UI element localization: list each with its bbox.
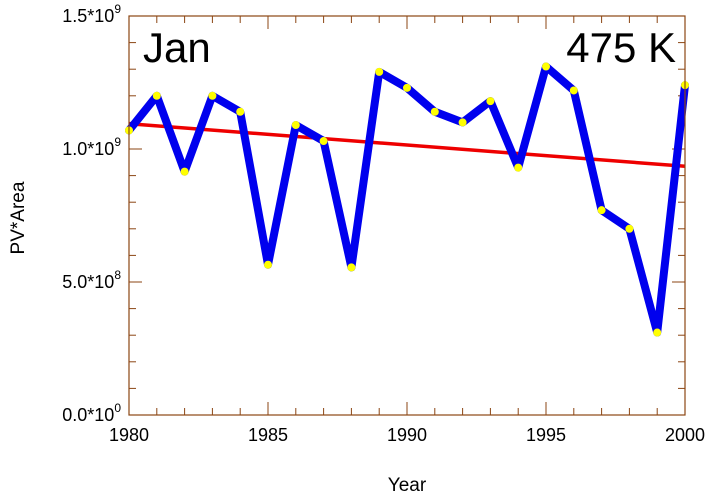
data-point	[375, 67, 384, 76]
frame-layer	[128, 15, 686, 416]
markers-layer	[125, 62, 689, 337]
labels-layer: Jan 475 K Year PV*Area	[8, 24, 676, 496]
data-point	[180, 167, 189, 176]
plot-frame	[128, 15, 686, 416]
trend-line	[128, 121, 686, 169]
x-tick-label: 1985	[248, 425, 288, 445]
y-tick-label: 1.0*109	[62, 135, 121, 159]
y-tick-label: 5.0*108	[62, 268, 121, 292]
data-point	[458, 118, 467, 127]
data-point	[597, 206, 606, 215]
data-point	[486, 97, 495, 106]
ticks-layer: 1980 1985 1990 1995 2000 0.0*100 5.0*108 1.0*10…	[62, 2, 705, 445]
data-point	[569, 86, 578, 95]
trend-layer	[128, 121, 686, 169]
data-point	[347, 263, 356, 272]
series-line	[125, 62, 689, 337]
x-tick-label: 2000	[665, 425, 705, 445]
level-label: 475 K	[566, 24, 676, 71]
x-tick-label: 1995	[526, 425, 566, 445]
y-tick-label: 1.5*109	[62, 2, 121, 26]
data-point	[236, 107, 245, 116]
data-point	[291, 121, 300, 130]
x-axis-label: Year	[388, 475, 427, 496]
series-layer	[125, 62, 689, 337]
data-point	[514, 163, 523, 172]
y-tick-label: 0.0*100	[62, 401, 121, 425]
data-point	[264, 260, 272, 269]
data-point	[430, 107, 439, 116]
data-point	[208, 91, 217, 100]
x-tick-label: 1980	[109, 425, 149, 445]
month-label: Jan	[143, 24, 211, 71]
data-point	[653, 328, 662, 337]
data-point	[319, 137, 328, 146]
data-point	[625, 224, 634, 233]
data-point	[542, 62, 550, 71]
data-point	[152, 91, 161, 100]
y-axis-label: PV*Area	[8, 181, 29, 254]
data-point	[403, 83, 411, 92]
x-tick-label: 1990	[387, 425, 427, 445]
